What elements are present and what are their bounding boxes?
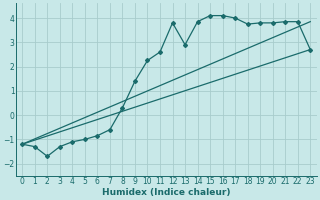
X-axis label: Humidex (Indice chaleur): Humidex (Indice chaleur) <box>102 188 230 197</box>
